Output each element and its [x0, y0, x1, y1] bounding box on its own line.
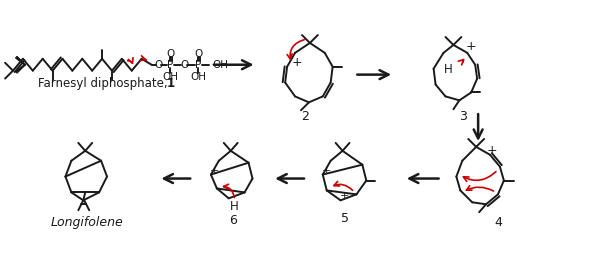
- Text: O: O: [194, 49, 202, 59]
- Text: O: O: [154, 60, 163, 70]
- Text: P: P: [167, 60, 173, 70]
- Text: +: +: [340, 191, 349, 201]
- Text: +: +: [487, 144, 497, 157]
- Text: H: H: [230, 200, 239, 213]
- Text: 5: 5: [341, 212, 349, 225]
- Text: Longifolene: Longifolene: [51, 215, 124, 229]
- Text: 2: 2: [301, 110, 309, 123]
- Text: 4: 4: [494, 215, 502, 229]
- Text: O: O: [166, 49, 175, 59]
- Text: 1: 1: [166, 77, 175, 90]
- Text: Farnesyl diphosphate,: Farnesyl diphosphate,: [38, 77, 171, 90]
- Text: +: +: [210, 166, 220, 176]
- Text: +: +: [322, 166, 331, 176]
- Text: P: P: [195, 60, 201, 70]
- Text: OH: OH: [190, 72, 206, 82]
- Text: H: H: [444, 63, 453, 76]
- Text: +: +: [292, 56, 302, 69]
- Text: OH: OH: [163, 72, 178, 82]
- Text: +: +: [466, 40, 476, 54]
- Text: OH: OH: [212, 60, 228, 70]
- Text: 3: 3: [460, 110, 467, 123]
- Text: 6: 6: [229, 214, 236, 226]
- Text: O: O: [180, 60, 188, 70]
